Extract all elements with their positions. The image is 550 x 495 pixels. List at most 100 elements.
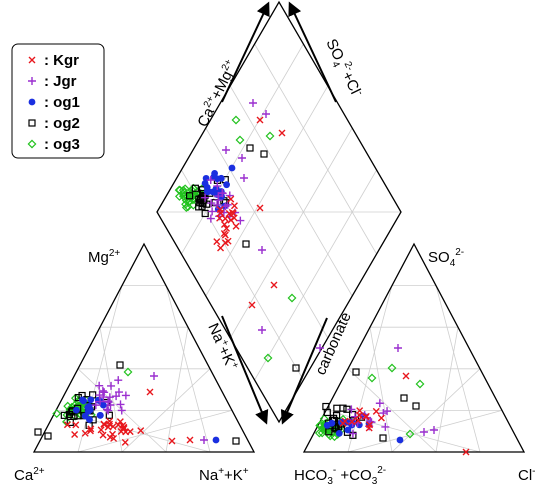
label-hco3-co3: HCO3- +CO32- [294,465,386,487]
x-icon [28,56,36,64]
cation-point [116,400,125,409]
cation-point [80,397,88,405]
grid-line [435,327,459,453]
grid-lines [55,43,503,453]
grid-line [165,327,189,453]
cation-point [87,425,95,433]
diamond-point [223,224,231,232]
cation-point [150,372,158,380]
anion-point [379,434,387,442]
cation-point [168,437,176,445]
anion-point [325,428,333,436]
anion-point [332,411,341,420]
cation-point [107,381,116,390]
grid-line [165,285,211,453]
diamond-point [217,244,225,252]
legend-item: : og1 [28,94,80,111]
triangle-frame [302,242,526,453]
legend: : Kgr: Jgr: og1: og2: og3 [11,43,105,159]
cation-point [63,421,71,429]
anion-point [352,368,360,376]
grid-line [229,127,353,339]
diamond-point [235,135,245,145]
cation-point [119,421,127,429]
anion-point [367,373,377,383]
cation-point [91,401,100,410]
diamond-point [217,209,225,217]
cation-point [109,423,117,431]
cation-point [87,396,95,404]
cation-point [122,428,130,436]
diamond-point [221,231,229,239]
diamond-point [240,174,248,182]
diamond-point [316,344,324,352]
cation-point [86,427,94,435]
anion-point [377,414,385,422]
cation-point [116,361,124,369]
anion-point [402,372,410,380]
grid-line [181,43,304,255]
cation-point [212,436,220,444]
diamond-point [256,204,264,212]
anion-point [387,363,397,373]
diamond-point [227,195,235,203]
arrow-ca-mg [221,1,270,103]
diamond-point [179,187,189,197]
diamond-point [201,193,210,202]
cation-point [60,411,68,419]
legend-item: : Kgr [28,52,79,69]
anion-point [375,399,384,408]
cation-point [86,406,94,414]
diamond-point [213,238,221,246]
cation-point [114,376,123,385]
diamond-point [249,99,257,107]
cation-point [105,411,113,419]
cation-point [52,409,62,419]
diamond-point [221,215,229,223]
diamond-point [231,115,241,125]
cation-point [34,428,42,436]
grid-line [435,285,481,453]
cation-point [116,418,124,426]
diamond-point [292,364,300,372]
legend-label: : Jgr [44,73,77,90]
grid-line [205,127,329,339]
diamond-point [227,216,235,224]
diamond-point [218,189,227,198]
triangle-frame [32,242,256,453]
diamond-point [246,144,254,152]
diamond-point [258,326,266,334]
anion-point [333,404,341,412]
diamond-point [265,131,275,141]
cation-point [186,436,194,444]
diamond-point [242,240,250,248]
diamond-point [238,154,246,162]
anion-point [356,407,364,415]
diamond-point [228,208,236,216]
anion-point [400,394,408,402]
grid-line [254,43,377,255]
filled-circle-icon [28,98,36,106]
cation-point [109,430,116,438]
legend-box [11,43,105,159]
legend-label: : og3 [44,136,80,153]
cation-point [114,388,123,397]
anion-point [372,407,380,415]
diamond-point [203,200,211,208]
cation-point [121,438,129,446]
anion-point [415,379,425,389]
diamond-point [213,201,222,210]
cation-point [71,430,79,438]
diamond-point [191,184,199,192]
anion-point [383,407,392,416]
anion-point [331,424,339,432]
anion-point [405,429,415,439]
diamond-point [207,199,216,208]
grid-line [347,410,503,453]
cation-point [112,392,121,401]
cation-point [102,405,111,414]
cation-point [99,431,107,439]
anion-point [335,429,343,437]
anion-point [323,421,331,429]
